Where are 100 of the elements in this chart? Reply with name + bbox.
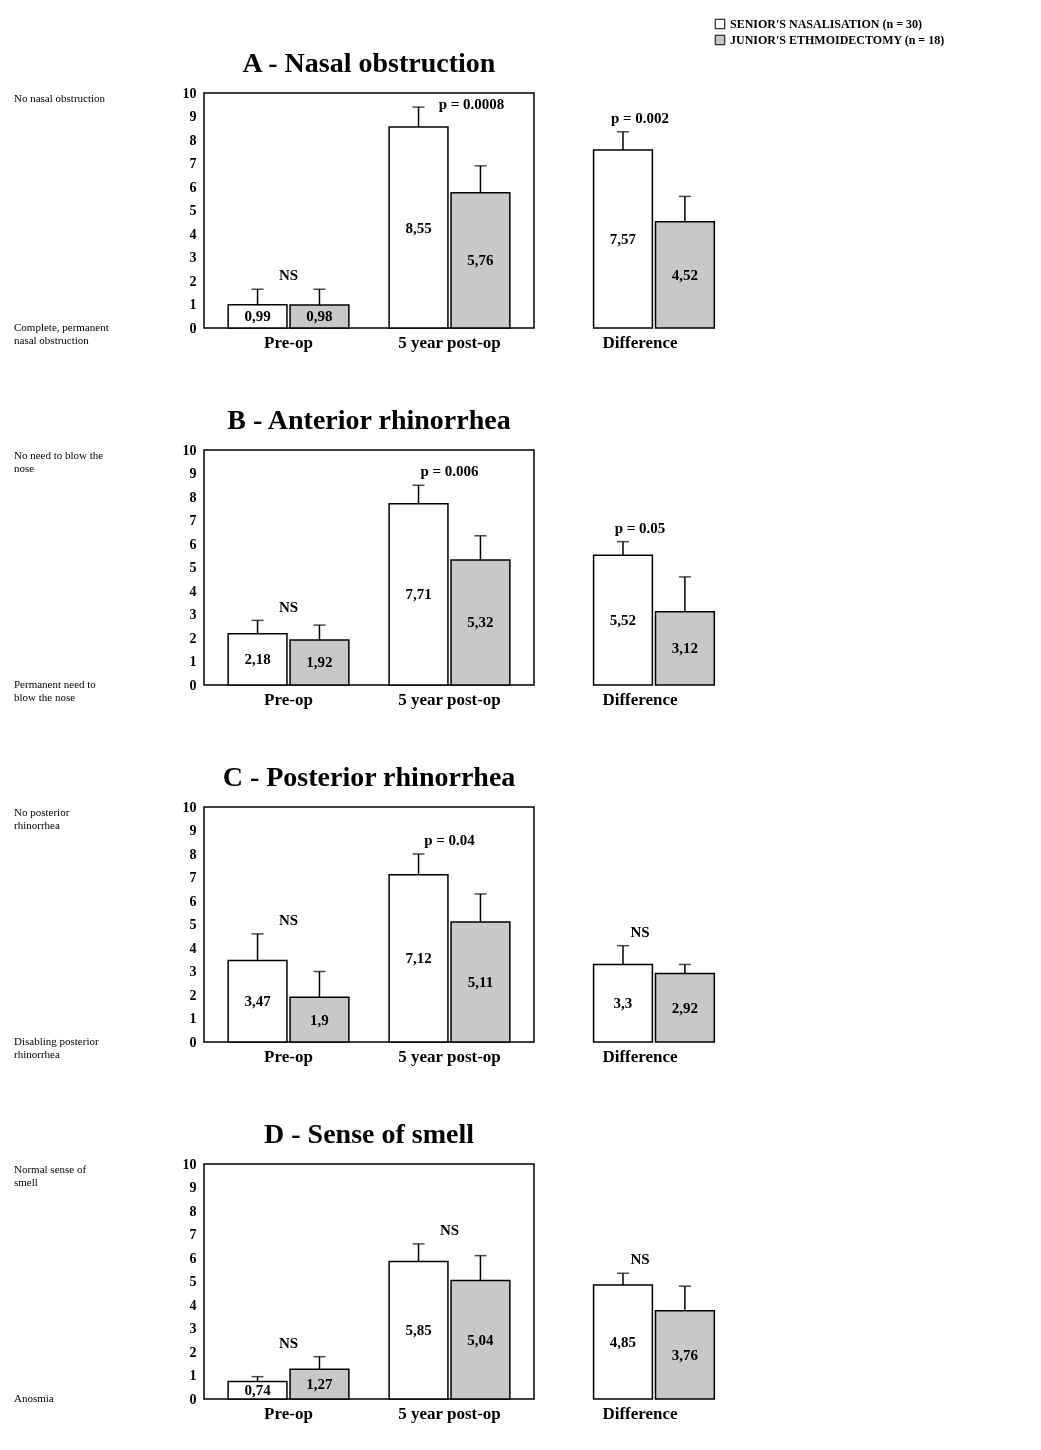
x-tick-label: 5 year post-op <box>398 1046 501 1066</box>
y-tick-label: 7 <box>189 870 197 885</box>
y-tick-label: 1 <box>189 297 197 312</box>
text: Complete, permanent nasal obstruction <box>14 321 109 346</box>
y-tick-label: 9 <box>189 109 197 124</box>
y-tick-label: 0 <box>189 1034 197 1050</box>
y-tick-label: 9 <box>189 466 197 481</box>
y-tick-label: 7 <box>189 156 197 171</box>
y-tick-label: 8 <box>189 489 197 505</box>
data-label: 1,27 <box>306 1376 334 1393</box>
chart-title: A - Nasal obstruction <box>242 47 496 78</box>
y-tick-label: 6 <box>189 893 197 909</box>
annotation: p = 0.05 <box>614 519 666 536</box>
y-tick-label: 6 <box>189 1250 197 1266</box>
y-tick-label: 7 <box>189 1227 197 1242</box>
annotation: NS <box>439 1222 460 1239</box>
data-label: 8,55 <box>405 219 432 236</box>
text: Anosmia <box>14 1392 54 1404</box>
x-tick-label: Pre-op <box>264 332 313 352</box>
y-tick-label: 5 <box>189 203 197 218</box>
text: Permanent need to blow the nose <box>14 678 97 703</box>
y-tick-label: 5 <box>189 560 197 575</box>
y-tick-label: 0 <box>189 677 197 693</box>
y-tick-label: 6 <box>189 536 197 552</box>
y-tick-label: 2 <box>189 630 197 646</box>
data-label: 0,74 <box>244 1382 272 1399</box>
annotation: p = 0.006 <box>420 463 480 480</box>
y-tick-label: 1 <box>189 1011 197 1026</box>
y-tick-label: 10 <box>182 85 197 101</box>
text: No nasal obstruction <box>14 92 106 104</box>
y-tick-label: 10 <box>182 1156 197 1172</box>
x-tick-label: Pre-op <box>264 689 313 709</box>
data-label: 4,52 <box>671 266 699 283</box>
y-tick-label: 2 <box>189 987 197 1003</box>
x-tick-label: Difference <box>602 1046 679 1066</box>
y-tick-label: 1 <box>189 654 197 669</box>
legend-label: SENIOR'S NASALISATION (n = 30) <box>730 17 922 31</box>
y-tick-label: 2 <box>189 273 197 289</box>
y-tick-label: 4 <box>189 583 197 599</box>
y-tick-label: 3 <box>189 1321 197 1336</box>
data-label: 2,92 <box>671 999 699 1016</box>
data-label: 5,11 <box>467 973 494 990</box>
data-label: 0,99 <box>244 308 271 325</box>
annotation: NS <box>278 267 299 284</box>
y-tick-label: 4 <box>189 940 197 956</box>
data-label: 2,18 <box>244 651 271 668</box>
y-tick-label: 8 <box>189 1203 197 1219</box>
annotation: NS <box>630 1251 650 1268</box>
text: No need to blow the nose <box>14 449 104 474</box>
data-label: 3,47 <box>244 993 272 1010</box>
y-tick-label: 4 <box>189 226 197 242</box>
annotation: p = 0.002 <box>610 109 670 126</box>
data-label: 7,71 <box>405 586 432 603</box>
y-tick-label: 1 <box>189 1368 197 1383</box>
y-tick-label: 3 <box>189 607 197 622</box>
data-label: 3,76 <box>671 1346 699 1363</box>
y-tick-label: 7 <box>189 513 197 528</box>
data-label: 5,52 <box>609 612 637 629</box>
y-tick-label: 0 <box>189 1391 197 1407</box>
x-tick-label: Difference <box>602 1403 679 1423</box>
annotation: NS <box>278 598 299 615</box>
data-label: 7,12 <box>405 950 432 967</box>
data-label: 3,3 <box>613 995 633 1012</box>
y-tick-label: 4 <box>189 1297 197 1313</box>
data-label: 1,92 <box>306 654 333 671</box>
x-tick-label: Pre-op <box>264 1046 313 1066</box>
chart-title: C - Posterior rhinorrhea <box>222 761 516 792</box>
y-tick-label: 10 <box>182 442 197 458</box>
data-label: 1,9 <box>310 1011 329 1028</box>
data-label: 5,76 <box>467 252 495 269</box>
x-tick-label: 5 year post-op <box>398 332 501 352</box>
data-label: 0,98 <box>306 308 333 325</box>
y-tick-label: 8 <box>189 846 197 862</box>
chart-title: D - Sense of smell <box>264 1118 475 1149</box>
data-label: 7,57 <box>609 231 637 248</box>
x-tick-label: 5 year post-op <box>398 1403 501 1423</box>
x-tick-label: 5 year post-op <box>398 689 501 709</box>
y-tick-label: 5 <box>189 917 197 932</box>
text: Disabling posterior rhinorrhea <box>14 1035 99 1060</box>
x-tick-label: Difference <box>602 689 679 709</box>
annotation: NS <box>278 912 299 929</box>
data-label: 5,85 <box>405 1322 432 1339</box>
legend-label: JUNIOR'S ETHMOIDECTOMY (n = 18) <box>730 33 945 47</box>
annotation: NS <box>278 1334 299 1351</box>
annotation: p = 0.04 <box>424 832 476 849</box>
data-label: 5,04 <box>467 1331 495 1348</box>
y-tick-label: 10 <box>182 799 197 815</box>
y-tick-label: 8 <box>189 132 197 148</box>
chart-title: B - Anterior rhinorrhea <box>227 404 511 435</box>
annotation: p = 0.0008 <box>438 95 505 112</box>
y-tick-label: 5 <box>189 1274 197 1289</box>
y-tick-label: 2 <box>189 1344 197 1360</box>
data-label: 4,85 <box>609 1334 637 1351</box>
annotation: NS <box>630 923 650 940</box>
y-tick-label: 3 <box>189 250 197 265</box>
data-label: 3,12 <box>671 640 699 657</box>
data-label: 5,32 <box>467 614 494 631</box>
y-tick-label: 9 <box>189 823 197 838</box>
x-tick-label: Pre-op <box>264 1403 313 1423</box>
y-tick-label: 9 <box>189 1180 197 1195</box>
